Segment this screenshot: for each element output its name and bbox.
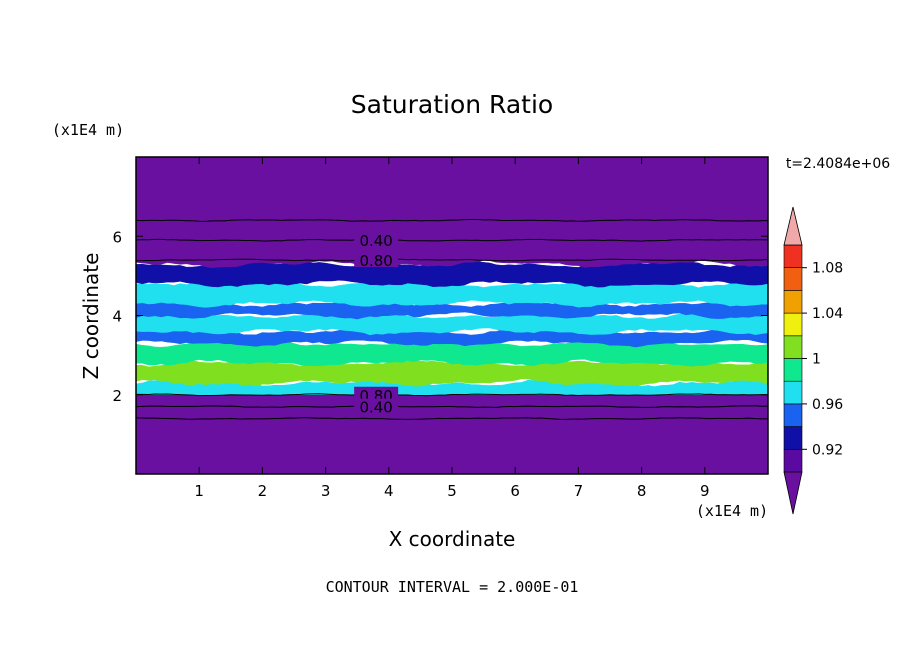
contour-line-4 <box>136 405 768 408</box>
colorbar-band-4 <box>783 358 803 382</box>
colorbar-band-7 <box>783 290 803 314</box>
contour-line-0 <box>136 218 768 222</box>
colorbar-band-3 <box>783 380 803 405</box>
y-tick-label: 6 <box>112 228 122 246</box>
contour-line-5 <box>136 417 768 420</box>
filled-layer-7 <box>136 279 768 308</box>
contour-interval-footer: CONTOUR INTERVAL = 2.000E-01 <box>326 578 579 596</box>
time-label: t=2.4084e+06 <box>786 156 890 172</box>
contour-label-bg-1 <box>354 232 399 248</box>
x-tick-label: 9 <box>700 482 710 500</box>
colorbar-label: 1.08 <box>812 261 843 277</box>
contour-label-bg-4 <box>354 398 399 414</box>
contour-label-1: 0.40 <box>359 232 392 250</box>
colorbar-band-2 <box>783 403 803 427</box>
x-tick-label: 7 <box>574 482 584 500</box>
contour-line-1 <box>136 238 768 242</box>
colorbar-label: 0.96 <box>812 397 843 413</box>
y-tick-label: 4 <box>112 308 122 326</box>
x-axis-label: X coordinate <box>389 527 516 551</box>
x-tick-label: 5 <box>447 482 457 500</box>
contour-label-4: 0.40 <box>359 399 392 417</box>
y-axis: 2 4 6 <box>112 228 768 405</box>
filled-layer-9 <box>136 157 768 268</box>
contour-line-2 <box>136 258 768 262</box>
x-unit-label: (x1E4 m) <box>696 502 768 520</box>
contour-label-2: 0.80 <box>359 252 392 270</box>
x-tick-label: 8 <box>637 482 647 500</box>
x-axis: 1 2 3 4 5 6 7 8 9 <box>194 157 710 500</box>
colorbar-under-triangle <box>783 471 803 515</box>
colorbar-label: 1.04 <box>812 306 843 322</box>
filled-layer-3 <box>136 339 768 367</box>
colorbar: 0.92 0.96 1 1.04 1.08 <box>783 206 843 515</box>
plot-area <box>136 157 768 474</box>
filled-layer-5 <box>136 311 768 336</box>
filled-layer-8 <box>136 259 768 288</box>
x-tick-label: 2 <box>258 482 268 500</box>
colorbar-over-triangle <box>783 206 803 246</box>
y-axis-label: Z coordinate <box>79 253 103 380</box>
x-tick-label: 6 <box>510 482 520 500</box>
colorbar-band-9 <box>783 244 803 269</box>
x-tick-label: 4 <box>384 482 394 500</box>
x-tick-label: 3 <box>321 482 331 500</box>
x-tick-label: 1 <box>194 482 204 500</box>
colorbar-band-1 <box>783 426 803 450</box>
colorbar-band-5 <box>783 335 803 359</box>
y-tick-label: 2 <box>112 387 122 405</box>
contour-label-bg-3 <box>354 386 399 402</box>
colorbar-label: 1 <box>812 352 821 368</box>
filled-layer-0 <box>136 394 768 474</box>
z-unit-label: (x1E4 m) <box>52 121 124 139</box>
contour-line-3 <box>136 393 768 397</box>
colorbar-band-6 <box>783 312 803 337</box>
chart-title: Saturation Ratio <box>351 90 553 119</box>
colorbar-band-0 <box>783 448 803 473</box>
colorbar-band-8 <box>783 267 803 291</box>
contour-label-bg-2 <box>354 252 399 268</box>
colorbar-label: 0.92 <box>812 442 843 458</box>
